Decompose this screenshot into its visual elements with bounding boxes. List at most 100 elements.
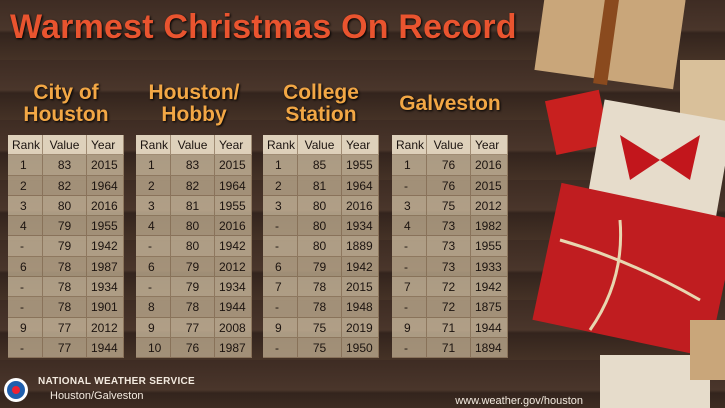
table-cell: 1 bbox=[8, 155, 43, 176]
heading-line: City of bbox=[33, 81, 99, 104]
table-row: 1 83 2015 bbox=[136, 155, 252, 176]
table-row: 6 78 1987 bbox=[8, 256, 124, 278]
table-cell: 4 bbox=[8, 216, 43, 237]
table-row: 3 75 2012 bbox=[392, 195, 508, 217]
table-cell: 3 bbox=[392, 195, 427, 217]
table-cell: 78 bbox=[298, 277, 342, 298]
table-row: 9 77 2012 bbox=[8, 317, 124, 338]
table-row: 7 78 2015 bbox=[263, 277, 379, 298]
table-cell: 83 bbox=[43, 155, 87, 176]
table-cell: 2 bbox=[263, 175, 298, 196]
table-cell: - bbox=[8, 337, 43, 359]
column-header: Year bbox=[215, 135, 252, 156]
heading-line: Houston/ bbox=[148, 81, 240, 104]
table-cell: 1875 bbox=[471, 297, 508, 318]
table-row: 2 82 1964 bbox=[8, 175, 124, 196]
column-header: Year bbox=[471, 135, 508, 156]
table-cell: 2015 bbox=[342, 277, 379, 298]
table-row: 2 82 1964 bbox=[136, 175, 252, 196]
table-cell: 1889 bbox=[342, 236, 379, 257]
table-cell: 2 bbox=[8, 175, 43, 196]
table-cell: - bbox=[392, 297, 427, 318]
table-cell: 2016 bbox=[87, 195, 124, 217]
table-cell: 1942 bbox=[215, 236, 252, 257]
table-cell: 79 bbox=[298, 256, 342, 278]
office: Houston/Galveston bbox=[50, 390, 144, 402]
table-cell: 1934 bbox=[87, 277, 124, 298]
table-row: 10 76 1987 bbox=[136, 337, 252, 359]
table-cell: 7 bbox=[263, 277, 298, 298]
table-cell: 2012 bbox=[87, 317, 124, 338]
table-row: -78 1948 bbox=[263, 297, 379, 318]
table-cell: 1934 bbox=[215, 277, 252, 298]
table-cell: 1987 bbox=[87, 256, 124, 278]
table-row: 1 76 2016 bbox=[392, 155, 508, 176]
table-cell: 78 bbox=[43, 256, 87, 278]
table-cell: 3 bbox=[8, 195, 43, 217]
table-row: -80 1934 bbox=[263, 216, 379, 237]
table-cell: 2008 bbox=[215, 317, 252, 338]
table-cell: 3 bbox=[136, 195, 171, 217]
table-cell: 6 bbox=[8, 256, 43, 278]
column-header: Rank bbox=[136, 135, 171, 156]
table-row: -79 1934 bbox=[136, 277, 252, 298]
table-cell: 1964 bbox=[342, 175, 379, 196]
table-cell: 1944 bbox=[471, 317, 508, 338]
table-cell: 2016 bbox=[215, 216, 252, 237]
table-cell: 9 bbox=[136, 317, 171, 338]
table-cell: 1 bbox=[392, 155, 427, 176]
table-cell: 71 bbox=[427, 317, 471, 338]
table-cell: 2 bbox=[136, 175, 171, 196]
table-cell: 2016 bbox=[471, 155, 508, 176]
table-row: -78 1901 bbox=[8, 297, 124, 318]
table-row: 8 78 1944 bbox=[136, 297, 252, 318]
table-cell: 81 bbox=[298, 175, 342, 196]
table-cell: 80 bbox=[298, 195, 342, 217]
table-cell: 75 bbox=[298, 317, 342, 338]
table-cell: 1964 bbox=[215, 175, 252, 196]
table-cell: - bbox=[136, 277, 171, 298]
table-cell: 6 bbox=[263, 256, 298, 278]
table-cell: 77 bbox=[43, 337, 87, 359]
table-row: 7 72 1942 bbox=[392, 277, 508, 298]
table-cell: 75 bbox=[298, 337, 342, 359]
column-header: Value bbox=[43, 135, 87, 156]
table: Rank Value Year 1 83 2015 2 82 1964 3 81 1955 4 80 201… bbox=[136, 135, 252, 359]
table-heading: Galveston bbox=[392, 93, 508, 115]
table-cell: 71 bbox=[427, 337, 471, 359]
table-cell: 6 bbox=[136, 256, 171, 278]
nws-logo bbox=[4, 378, 28, 402]
table-cell: 78 bbox=[298, 297, 342, 318]
table-cell: 2015 bbox=[471, 175, 508, 196]
table-cell: 1942 bbox=[471, 277, 508, 298]
table-row: -72 1875 bbox=[392, 297, 508, 318]
table-row: 4 73 1982 bbox=[392, 216, 508, 237]
table-cell: 72 bbox=[427, 277, 471, 298]
table-cell: 79 bbox=[43, 216, 87, 237]
table-cell: - bbox=[263, 297, 298, 318]
table-row: -78 1934 bbox=[8, 277, 124, 298]
table-cell: 73 bbox=[427, 236, 471, 257]
table-cell: 1 bbox=[263, 155, 298, 176]
table-cell: 79 bbox=[43, 236, 87, 257]
table-cell: 1955 bbox=[471, 236, 508, 257]
column-header: Value bbox=[427, 135, 471, 156]
header-row: Rank Value Year bbox=[8, 135, 124, 156]
table-cell: 1901 bbox=[87, 297, 124, 318]
table-row: -79 1942 bbox=[8, 236, 124, 257]
table-row: -80 1942 bbox=[136, 236, 252, 257]
table: Rank Value Year 1 85 1955 2 81 1964 3 80 2016-80 193… bbox=[263, 135, 379, 359]
table-cell: 1955 bbox=[87, 216, 124, 237]
table-cell: 76 bbox=[171, 337, 215, 359]
table-cell: 1964 bbox=[87, 175, 124, 196]
heading-line: Galveston bbox=[399, 92, 501, 115]
table-row: -71 1894 bbox=[392, 337, 508, 359]
column-header: Year bbox=[342, 135, 379, 156]
table-row: -73 1955 bbox=[392, 236, 508, 257]
table-cell: 3 bbox=[263, 195, 298, 217]
table-heading: City of Houston bbox=[8, 82, 124, 126]
table: Rank Value Year 1 76 2016-76 2015 3 75 2012 4 73 198… bbox=[392, 135, 508, 359]
url: www.weather.gov/houston bbox=[455, 395, 583, 407]
table-row: 9 71 1944 bbox=[392, 317, 508, 338]
